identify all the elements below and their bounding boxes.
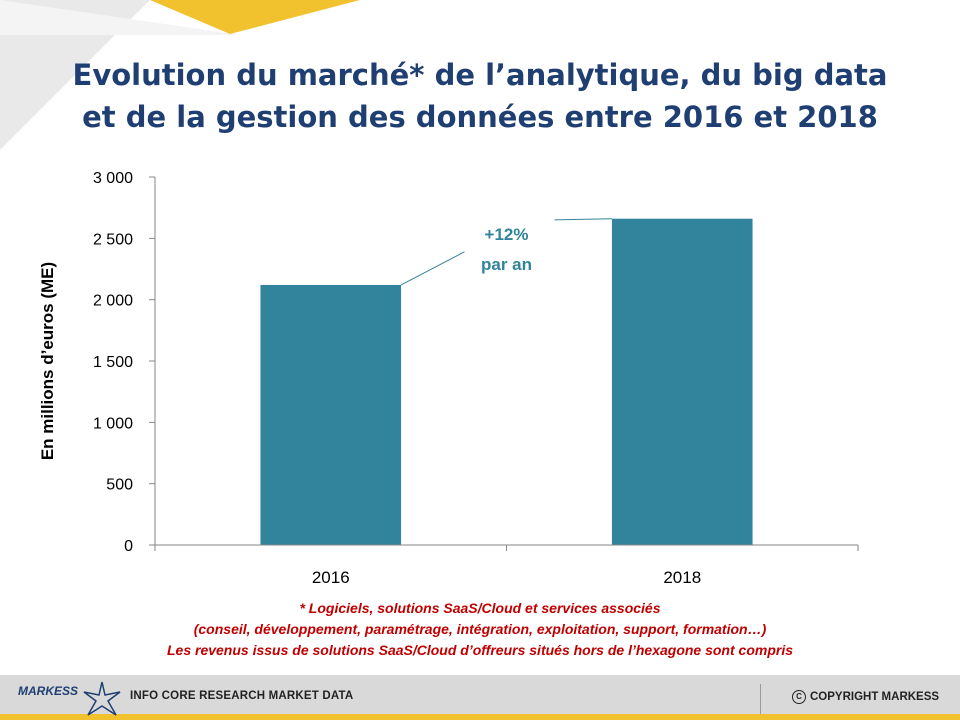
star-logo-icon	[83, 681, 121, 716]
footnote-line-1: * Logiciels, solutions SaaS/Cloud et ser…	[299, 600, 661, 616]
y-tick-label: 0	[124, 538, 133, 555]
footnote-line-3: Les revenus issus de solutions SaaS/Clou…	[166, 642, 793, 658]
callout-line-right	[554, 218, 612, 221]
chart-title: Evolution du marché* de l’analytique, du…	[0, 54, 960, 138]
bar-2018	[611, 218, 753, 545]
y-tick-label: 500	[106, 477, 133, 494]
footnote-line-2: (conseil, développement, paramétrage, in…	[193, 621, 767, 637]
footer-info-text: INFO CORE RESEARCH MARKET DATA	[130, 690, 354, 702]
gray-corner-shape	[0, 0, 150, 150]
y-tick-label: 3 000	[93, 170, 133, 187]
callout-line-left	[400, 251, 465, 286]
y-axis: 0 500 1 000 1 500 2 000 2 500 3 000	[93, 170, 156, 555]
title-line-2: et de la gestion des données entre 2016 …	[82, 100, 878, 134]
footer-divider	[760, 684, 761, 714]
y-tick-label: 1 500	[93, 354, 133, 371]
y-tick-label: 1 000	[93, 415, 133, 432]
annotation-line-2: par an	[481, 255, 532, 274]
copyright-notice: C COPYRIGHT MARKESS	[792, 690, 939, 704]
decorative-background	[0, 0, 360, 150]
annotation-line-1: +12%	[485, 225, 529, 244]
footer-accent-strip	[0, 714, 960, 720]
yellow-ribbon-shape	[150, 0, 360, 34]
gray-band-shape	[0, 0, 240, 35]
brand-logo-text: MARKESS	[18, 684, 79, 698]
bars	[260, 218, 753, 545]
copyright-text: COPYRIGHT MARKESS	[810, 691, 940, 704]
footnote: * Logiciels, solutions SaaS/Cloud et ser…	[0, 598, 960, 661]
bar-2016	[260, 284, 402, 545]
x-tick-label: 2016	[312, 568, 350, 587]
growth-annotation: +12% par an	[400, 218, 612, 286]
x-axis: 2016 2018	[154, 544, 859, 587]
y-axis-label: En millions d’euros (ME)	[38, 262, 57, 460]
y-tick-label: 2 500	[93, 231, 133, 248]
x-tick-label: 2018	[663, 568, 701, 587]
bar-chart: 0 500 1 000 1 500 2 000 2 500 3 000 2016 2018 +…	[38, 170, 859, 587]
y-tick-label: 2 000	[93, 293, 133, 310]
copyright-icon: C	[792, 690, 806, 704]
title-line-1: Evolution du marché* de l’analytique, du…	[72, 58, 888, 92]
